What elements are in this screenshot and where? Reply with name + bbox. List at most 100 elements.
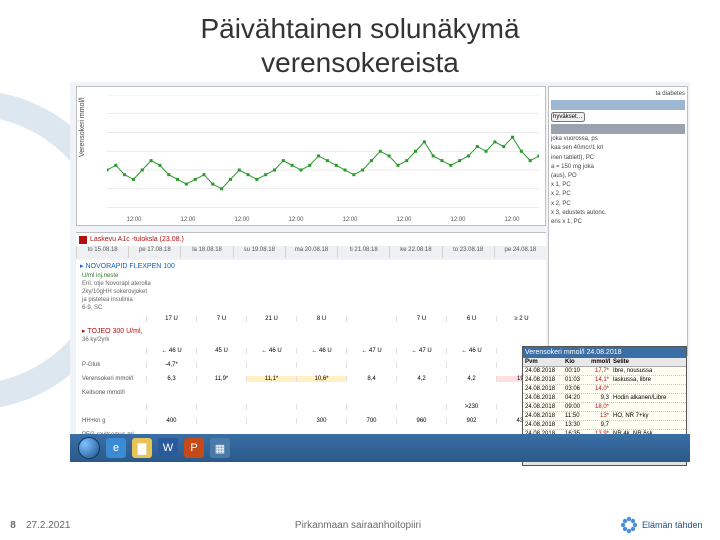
value-cell: [296, 404, 346, 410]
row-label: P-Gluk: [76, 362, 146, 368]
value-cell: [296, 362, 346, 368]
value-cell: 21 U: [246, 316, 296, 322]
value-cell: 6 U: [446, 316, 496, 322]
popup-cell: 14,0*: [589, 385, 611, 393]
slide-title: Päivähtainen solunäkymä verensokereista: [0, 0, 720, 85]
popup-cell: 24.08.2018: [523, 376, 563, 384]
side-text: x 2, PC: [551, 191, 685, 198]
x-tick: 12:00: [107, 217, 161, 223]
med2-name: TOJEO 300 U/ml,: [87, 328, 142, 335]
popup-cell: 9,3: [589, 394, 611, 402]
value-cell: 8,4: [346, 376, 396, 382]
value-cell: ← 46 U: [146, 348, 196, 354]
col-pvm: Pvm: [523, 358, 563, 366]
flower-icon: [620, 516, 638, 534]
popup-row[interactable]: 24.08.201811:5013*HO, NR 7+ky: [523, 412, 686, 421]
popup-cell: [611, 421, 686, 429]
date-cell: su 19.08.18: [233, 246, 285, 258]
data-row: Verensokeri mmol/l6,311,9*11,1*10,6*8,44…: [76, 372, 546, 386]
info-side-panel: ta diabetes hyväkset… joka vuorossa, psk…: [548, 86, 688, 356]
popup-cell: 24.08.2018: [523, 385, 563, 393]
x-tick: 12:00: [269, 217, 323, 223]
value-cell: [346, 362, 396, 368]
glucose-line-chart[interactable]: [107, 95, 539, 208]
date-cell: ke 22.08.18: [389, 246, 441, 258]
popup-row[interactable]: 24.08.201813:309,7: [523, 421, 686, 430]
value-cell: 10,6*: [296, 376, 346, 382]
med1-instr1: Eril. otje Novorapi aterolla: [76, 280, 546, 288]
data-row: >230: [76, 400, 546, 414]
popup-row[interactable]: 24.08.201800:1017,7*Ibre, nousussa: [523, 367, 686, 376]
side-text: inen tablett), PC: [551, 155, 685, 162]
popup-row[interactable]: 24.08.201801:0314,1*laskussa, libre: [523, 376, 686, 385]
word-icon[interactable]: W: [158, 438, 178, 458]
value-cell: [146, 404, 196, 410]
med1-title[interactable]: ▸ NOVORAPID FLEXPEN 100: [76, 260, 546, 272]
ie-icon[interactable]: e: [106, 438, 126, 458]
x-tick: 12:00: [161, 217, 215, 223]
popup-title: Verensokeri mmol/l 24.08.2018: [523, 347, 686, 358]
powerpoint-icon[interactable]: P: [184, 438, 204, 458]
value-cell: 902: [446, 418, 496, 424]
value-cell: [346, 316, 396, 322]
popup-cell: 18,0*: [589, 403, 611, 411]
popup-cell: 24.08.2018: [523, 394, 563, 402]
value-cell: >230: [446, 404, 496, 410]
value-cell: [196, 362, 246, 368]
side-text: joka vuorossa, ps: [551, 136, 685, 143]
glucose-chart-panel: Verensokeri mmol/l 12:0012:0012:0012:001…: [76, 86, 546, 226]
title-line-2: verensokereista: [261, 47, 459, 78]
value-cell: [396, 404, 446, 410]
col-selite: Selite: [611, 358, 686, 366]
popup-row[interactable]: 24.08.201803:0614,0*: [523, 385, 686, 394]
value-cell: 11,1*: [246, 376, 296, 382]
value-cell: [196, 404, 246, 410]
date-cell: pe 17.08.18: [128, 246, 180, 258]
value-cell: ← 46 U: [446, 348, 496, 354]
value-cell: 960: [396, 418, 446, 424]
popup-cell: laskussa, libre: [611, 376, 686, 384]
value-cell: 300: [296, 418, 346, 424]
app-icon[interactable]: ▦: [210, 438, 230, 458]
windows-taskbar[interactable]: e ▇ W P ▦: [70, 434, 690, 462]
popup-cell: 09:00: [563, 403, 589, 411]
popup-cell: Ibre, nousussa: [611, 367, 686, 375]
popup-cell: 13*: [589, 412, 611, 420]
med1-name: NOVORAPID FLEXPEN 100: [85, 263, 174, 270]
value-cell: [246, 362, 296, 368]
popup-cell: 11:50: [563, 412, 589, 420]
side-text: kaa sen 40mcr/1 krl: [551, 145, 685, 152]
value-cell: 7 U: [196, 316, 246, 322]
popup-header: Pvm Klo mmol/l Selite: [523, 358, 686, 367]
value-cell: ← 47 U: [396, 348, 446, 354]
start-button[interactable]: [78, 437, 100, 459]
popup-cell: 17,7*: [589, 367, 611, 375]
explorer-icon[interactable]: ▇: [132, 438, 152, 458]
value-cell: 8 U: [296, 316, 346, 322]
value-cell: ≥ 2 U: [496, 316, 546, 322]
popup-row[interactable]: 24.08.201809:0018,0*: [523, 403, 686, 412]
side-blue-bar: [551, 100, 685, 110]
popup-cell: 9,7: [589, 421, 611, 429]
slide-footer: 8 27.2.2021 Pirkanmaan sairaanhoitopiiri…: [0, 510, 720, 540]
value-cell: [196, 418, 246, 424]
popup-row[interactable]: 24.08.201804:209,3Hodin alkanen/Libre: [523, 394, 686, 403]
popup-cell: 24.08.2018: [523, 403, 563, 411]
value-cell: ← 46 U: [296, 348, 346, 354]
col-klo: Klo: [563, 358, 589, 366]
x-tick: 12:00: [377, 217, 431, 223]
row-label: Verensokeri mmol/l: [76, 376, 146, 382]
med2-title[interactable]: ▸ TOJEO 300 U/ml,: [76, 326, 546, 336]
data-row: P-Gluk-4,7*: [76, 358, 546, 372]
date-cell: to 23.08.18: [442, 246, 494, 258]
popup-cell: [611, 385, 686, 393]
value-cell: [396, 362, 446, 368]
med2-sub: 36 ky/2yrk: [76, 336, 546, 344]
side-text: x 3, edustets autonc.: [551, 210, 685, 217]
popup-cell: 14,1*: [589, 376, 611, 384]
red-square-icon: [79, 236, 87, 244]
accept-button[interactable]: hyväkset…: [551, 112, 585, 122]
med2-values-row: ← 46 U45 U← 46 U← 46 U← 47 U← 47 U← 46 U: [76, 344, 546, 358]
value-cell: ← 46 U: [246, 348, 296, 354]
value-cell: [246, 418, 296, 424]
